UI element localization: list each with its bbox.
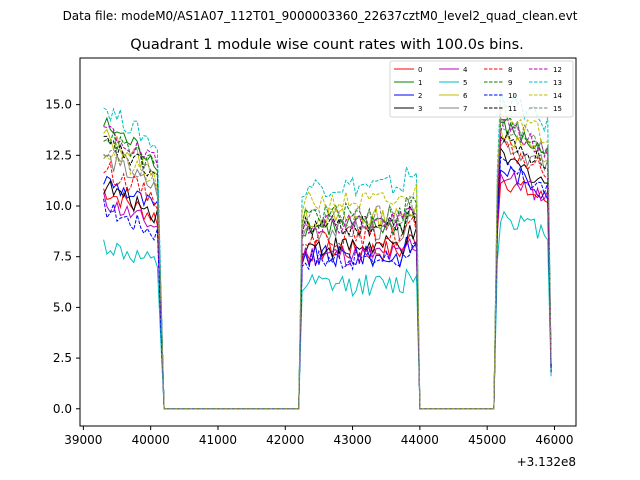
series-line-12 xyxy=(103,117,552,410)
series-line-7 xyxy=(103,140,552,410)
x-axis: 39000 40000 41000 42000 43000 44000 45000 46000 xyxy=(64,426,574,447)
y-tick-label: 7.5 xyxy=(53,250,72,264)
legend-label-12: 12 xyxy=(553,66,562,74)
x-tick-label: 44000 xyxy=(401,433,439,447)
y-tick-label: 12.5 xyxy=(45,148,72,162)
legend-label-13: 13 xyxy=(553,79,562,87)
legend-box xyxy=(389,60,574,118)
series-line-9 xyxy=(103,117,552,410)
legend-label-7: 7 xyxy=(463,105,467,113)
series-line-10 xyxy=(103,155,552,410)
legend-label-3: 3 xyxy=(418,105,422,113)
y-tick-label: 0.0 xyxy=(53,402,72,416)
y-tick-label: 2.5 xyxy=(53,351,72,365)
legend-label-14: 14 xyxy=(553,92,562,100)
plot-frame xyxy=(79,57,577,427)
legend-label-6: 6 xyxy=(463,92,468,100)
legend-label-2: 2 xyxy=(418,92,422,100)
legend-label-4: 4 xyxy=(463,66,468,74)
x-offset-label: +3.132e8 xyxy=(517,455,576,469)
legend-label-0: 0 xyxy=(418,66,422,74)
series-line-8 xyxy=(103,137,552,410)
x-tick-label: 43000 xyxy=(333,433,371,447)
series-line-5 xyxy=(103,210,552,410)
y-tick-label: 15.0 xyxy=(45,98,72,112)
chart-title: Quadrant 1 module wise count rates with … xyxy=(130,37,524,53)
series-line-6 xyxy=(103,128,552,410)
legend-label-5: 5 xyxy=(463,79,467,87)
x-tick-label: 45000 xyxy=(468,433,506,447)
series-line-3 xyxy=(103,146,552,410)
series-line-1 xyxy=(103,116,552,410)
legend-label-9: 9 xyxy=(508,79,512,87)
legend-label-1: 1 xyxy=(418,79,422,87)
series-line-14 xyxy=(103,104,552,410)
y-tick-label: 10.0 xyxy=(45,199,72,213)
legend-label-10: 10 xyxy=(508,92,517,100)
x-tick-label: 46000 xyxy=(535,433,573,447)
legend-label-15: 15 xyxy=(553,105,562,113)
series-line-0 xyxy=(103,179,552,410)
plot-lines xyxy=(103,91,552,410)
series-line-15 xyxy=(103,113,552,410)
y-axis: 0.0 2.5 5.0 7.5 10.0 12.5 15.0 xyxy=(45,98,80,416)
legend-label-11: 11 xyxy=(508,105,517,113)
x-tick-label: 41000 xyxy=(199,433,237,447)
legend-label-8: 8 xyxy=(508,66,512,74)
x-tick-label: 42000 xyxy=(266,433,304,447)
series-line-11 xyxy=(103,130,552,410)
series-line-2 xyxy=(103,166,552,410)
x-tick-label: 39000 xyxy=(64,433,102,447)
x-tick-label: 40000 xyxy=(132,433,170,447)
y-tick-label: 5.0 xyxy=(53,300,72,314)
chart-suptitle: Data file: modeM0/AS1A07_112T01_90000033… xyxy=(63,9,578,23)
